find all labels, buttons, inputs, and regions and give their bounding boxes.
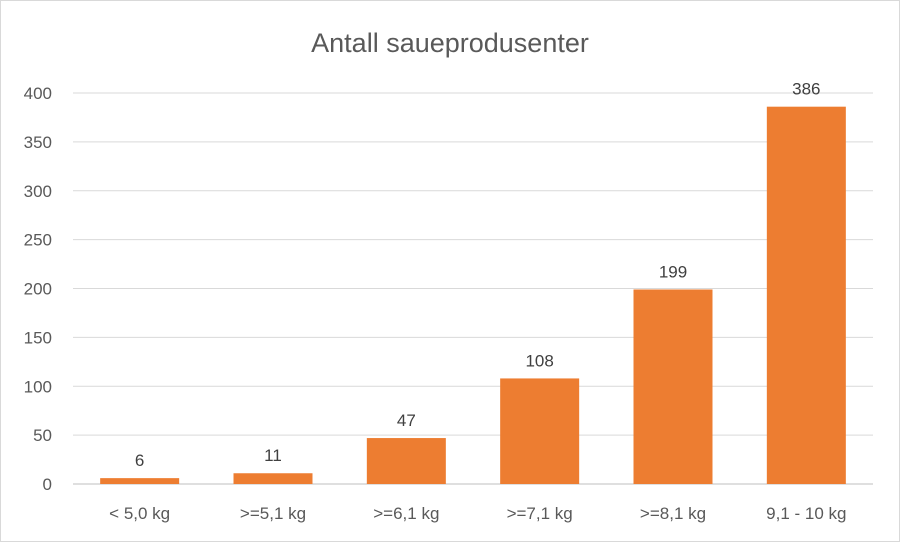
y-axis-ticks: 0 50 100 150 200 250 300 350 400: [24, 84, 52, 494]
x-category-label: 9,1 - 10 kg: [766, 504, 846, 523]
data-label: 47: [397, 411, 416, 430]
data-label: 11: [264, 446, 282, 465]
x-category-label: < 5,0 kg: [109, 504, 170, 523]
bar: [500, 378, 580, 484]
y-tick-label: 350: [24, 133, 52, 152]
bar: [366, 438, 446, 484]
bar: [766, 106, 846, 484]
y-tick-label: 100: [24, 377, 52, 396]
bars: [100, 106, 846, 484]
bar: [633, 289, 713, 484]
bar: [233, 473, 313, 484]
y-tick-label: 400: [24, 84, 52, 103]
data-label: 199: [659, 262, 687, 281]
gridlines: [73, 92, 873, 485]
data-labels: 6 11 47 108 199 386: [135, 80, 821, 470]
data-label: 108: [525, 351, 553, 370]
x-category-label: >=5,1 kg: [240, 504, 306, 523]
x-category-label: >=8,1 kg: [640, 504, 706, 523]
y-tick-label: 300: [24, 182, 52, 201]
bar: [100, 478, 180, 484]
chart-title: Antall saueprodusenter: [311, 28, 589, 58]
data-label: 386: [792, 80, 820, 99]
y-tick-label: 200: [24, 280, 52, 299]
x-category-label: >=7,1 kg: [507, 504, 573, 523]
y-tick-label: 150: [24, 328, 52, 347]
x-category-label: >=6,1 kg: [373, 504, 439, 523]
y-tick-label: 50: [33, 426, 52, 445]
x-axis-categories: < 5,0 kg >=5,1 kg >=6,1 kg >=7,1 kg >=8,1 kg…: [109, 504, 846, 523]
y-tick-label: 250: [24, 231, 52, 250]
data-label: 6: [135, 451, 144, 470]
y-tick-label: 0: [43, 475, 52, 494]
